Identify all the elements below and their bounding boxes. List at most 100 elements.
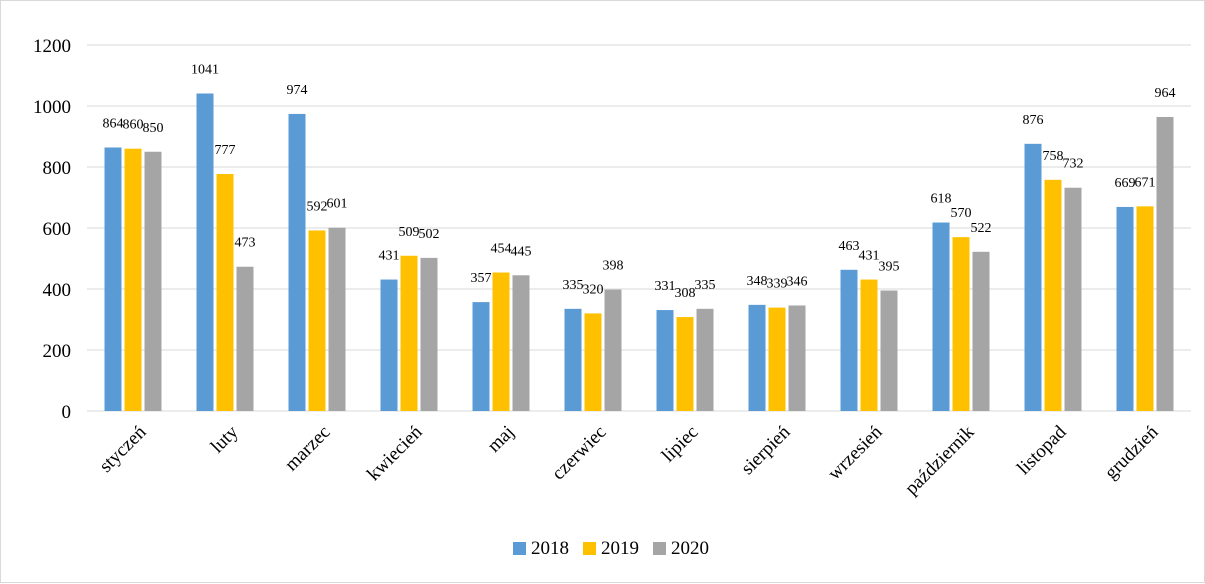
- legend-swatch-2020: [653, 542, 666, 555]
- data-label: 431: [379, 249, 400, 264]
- bar-2020-6: [696, 308, 714, 411]
- legend-label-2019: 2019: [601, 538, 639, 559]
- bar-2018-6: [656, 310, 674, 411]
- data-label: 463: [839, 239, 860, 254]
- x-category-label: maj: [484, 422, 519, 457]
- bar-2018-1: [196, 93, 214, 412]
- legend: 2018 2019 2020: [513, 538, 709, 559]
- data-label: 509: [399, 225, 420, 240]
- x-axis-categories: styczeń luty marzec kwiecień maj czerwiec lipi…: [95, 421, 1162, 499]
- bar-2018-0: [104, 147, 122, 412]
- bar-2020-8: [880, 290, 898, 411]
- data-label: 331: [655, 279, 676, 294]
- x-category-label: luty: [207, 421, 243, 457]
- legend-label-2018: 2018: [531, 538, 569, 559]
- bar-2019-9: [952, 237, 970, 411]
- x-category-label: sierpień: [737, 421, 795, 479]
- data-label: 335: [563, 278, 584, 293]
- bar-2019-2: [308, 230, 326, 411]
- bar-2018-5: [564, 308, 582, 411]
- bar-2018-7: [748, 304, 766, 411]
- y-tick-label: 1200: [33, 36, 71, 57]
- y-axis-ticks: 0 200 400 600 800 1000 1200: [33, 36, 71, 423]
- data-label: 671: [1135, 175, 1156, 190]
- bar-2019-7: [768, 307, 786, 411]
- y-tick-label: 400: [43, 280, 72, 301]
- bar-2019-10: [1044, 179, 1062, 411]
- data-label: 431: [859, 249, 880, 264]
- data-label: 320: [583, 282, 604, 297]
- bar-2018-11: [1116, 206, 1134, 411]
- data-label: 473: [235, 236, 256, 251]
- x-category-label: grudzień: [1101, 421, 1163, 483]
- x-category-label: lipiec: [658, 422, 703, 467]
- bar-2020-7: [788, 305, 806, 411]
- data-label: 339: [767, 277, 788, 292]
- legend-swatch-2019: [583, 542, 596, 555]
- bar-2019-0: [124, 148, 142, 411]
- data-label: 398: [603, 259, 624, 274]
- bar-2019-8: [860, 279, 878, 411]
- data-label: 864: [103, 116, 124, 131]
- x-category-label: styczeń: [95, 421, 150, 476]
- data-label: 502: [419, 227, 440, 242]
- data-label: 669: [1115, 176, 1136, 191]
- x-category-label: kwiecień: [363, 421, 427, 485]
- data-label: 570: [951, 206, 972, 221]
- data-label: 732: [1063, 157, 1084, 172]
- data-label: 592: [307, 199, 328, 214]
- data-label: 445: [511, 244, 532, 259]
- bar-2020-4: [512, 275, 530, 411]
- data-label: 964: [1155, 86, 1176, 101]
- y-tick-label: 1000: [33, 97, 71, 118]
- bar-2018-10: [1024, 143, 1042, 411]
- x-category-label: marzec: [281, 422, 335, 476]
- bar-2020-10: [1064, 187, 1082, 411]
- bar-2018-9: [932, 222, 950, 411]
- bar-2020-0: [144, 151, 162, 411]
- data-label: 618: [931, 192, 952, 207]
- bar-2020-3: [420, 257, 438, 411]
- bar-2018-2: [288, 113, 306, 412]
- data-label: 876: [1023, 113, 1044, 128]
- data-label: 454: [491, 242, 512, 257]
- data-label: 335: [695, 278, 716, 293]
- data-label: 346: [787, 274, 808, 289]
- bar-2020-11: [1156, 116, 1174, 411]
- data-labels: 864 860 850 1041 777 473 974 592 601 431 509 502 357…: [103, 62, 1176, 301]
- data-label: 308: [675, 286, 696, 301]
- bar-2020-5: [604, 289, 622, 411]
- gridlines: [87, 44, 1191, 412]
- bar-2020-9: [972, 251, 990, 411]
- x-category-label: czerwiec: [548, 422, 611, 485]
- bar-2020-1: [236, 266, 254, 411]
- bar-2019-6: [676, 317, 694, 411]
- data-label: 522: [971, 221, 992, 236]
- y-tick-label: 0: [62, 402, 72, 423]
- bar-2019-1: [216, 174, 234, 411]
- data-label: 395: [879, 260, 900, 275]
- bar-2019-11: [1136, 206, 1154, 411]
- x-category-label: październik: [901, 421, 979, 499]
- x-category-label: listopad: [1013, 421, 1071, 479]
- bars: [104, 93, 1174, 412]
- bar-2020-2: [328, 227, 346, 411]
- data-label: 758: [1043, 149, 1064, 164]
- data-label: 601: [327, 197, 348, 212]
- y-tick-label: 200: [43, 341, 72, 362]
- y-tick-label: 600: [43, 219, 72, 240]
- bar-2019-3: [400, 255, 418, 411]
- bar-2018-4: [472, 302, 490, 411]
- bar-2019-5: [584, 313, 602, 411]
- legend-label-2020: 2020: [671, 538, 709, 559]
- data-label: 860: [123, 118, 144, 133]
- x-category-label: wrzesień: [824, 421, 887, 484]
- y-tick-label: 800: [43, 158, 72, 179]
- bar-2018-3: [380, 279, 398, 411]
- legend-swatch-2018: [513, 542, 526, 555]
- data-label: 1041: [191, 62, 219, 77]
- data-label: 357: [471, 271, 492, 286]
- data-label: 850: [143, 121, 164, 136]
